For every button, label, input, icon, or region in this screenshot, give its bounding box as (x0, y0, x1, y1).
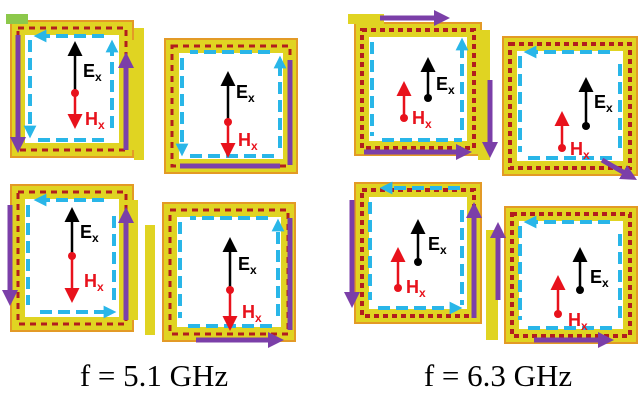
h-field-label: Hx (242, 302, 262, 325)
caption-5-1-ghz: f = 5.1 GHz (80, 358, 228, 393)
e-field-label: Ex (236, 82, 255, 105)
panel-6-3-ghz (343, 9, 638, 349)
split-ring-resonator (1, 184, 138, 332)
h-field-label: Hx (84, 271, 104, 294)
split-ring-resonator (478, 30, 638, 180)
h-field-label: Hx (412, 108, 432, 131)
e-field-label: Ex (238, 254, 257, 277)
h-field-label: Hx (406, 277, 426, 300)
e-field-label: Ex (436, 74, 455, 97)
split-ring-resonator (145, 202, 296, 349)
h-field-label: Hx (238, 130, 258, 153)
split-ring-resonator (6, 14, 138, 158)
field-vectors-1-2: Ex Hx (390, 219, 447, 300)
h-field-label: Hx (568, 310, 588, 333)
field-vectors-0-3: Ex Hx (222, 237, 262, 331)
split-ring-resonator (348, 9, 482, 161)
h-field-label: Hx (570, 139, 590, 162)
split-ring-resonator (134, 28, 298, 174)
field-vectors-1-0: Ex Hx (396, 57, 455, 131)
caption-6-3-ghz: f = 6.3 GHz (424, 358, 572, 393)
e-field-label: Ex (590, 267, 609, 290)
split-ring-resonator (343, 181, 483, 324)
e-field-label: Ex (83, 61, 102, 84)
field-vectors-1-1: Ex Hx (554, 77, 613, 162)
split-ring-resonator (486, 206, 638, 349)
field-vectors-0-0: Ex Hx (67, 41, 105, 132)
e-field-label: Ex (594, 92, 613, 115)
e-field-label: Ex (428, 234, 447, 257)
field-vectors-0-1: Ex Hx (220, 71, 258, 158)
field-vectors-0-2: Ex Hx (64, 207, 104, 303)
field-vectors-1-3: Ex Hx (550, 247, 609, 333)
h-field-label: Hx (85, 109, 105, 132)
e-field-label: Ex (80, 222, 99, 245)
panel-5-1-ghz (1, 14, 298, 349)
